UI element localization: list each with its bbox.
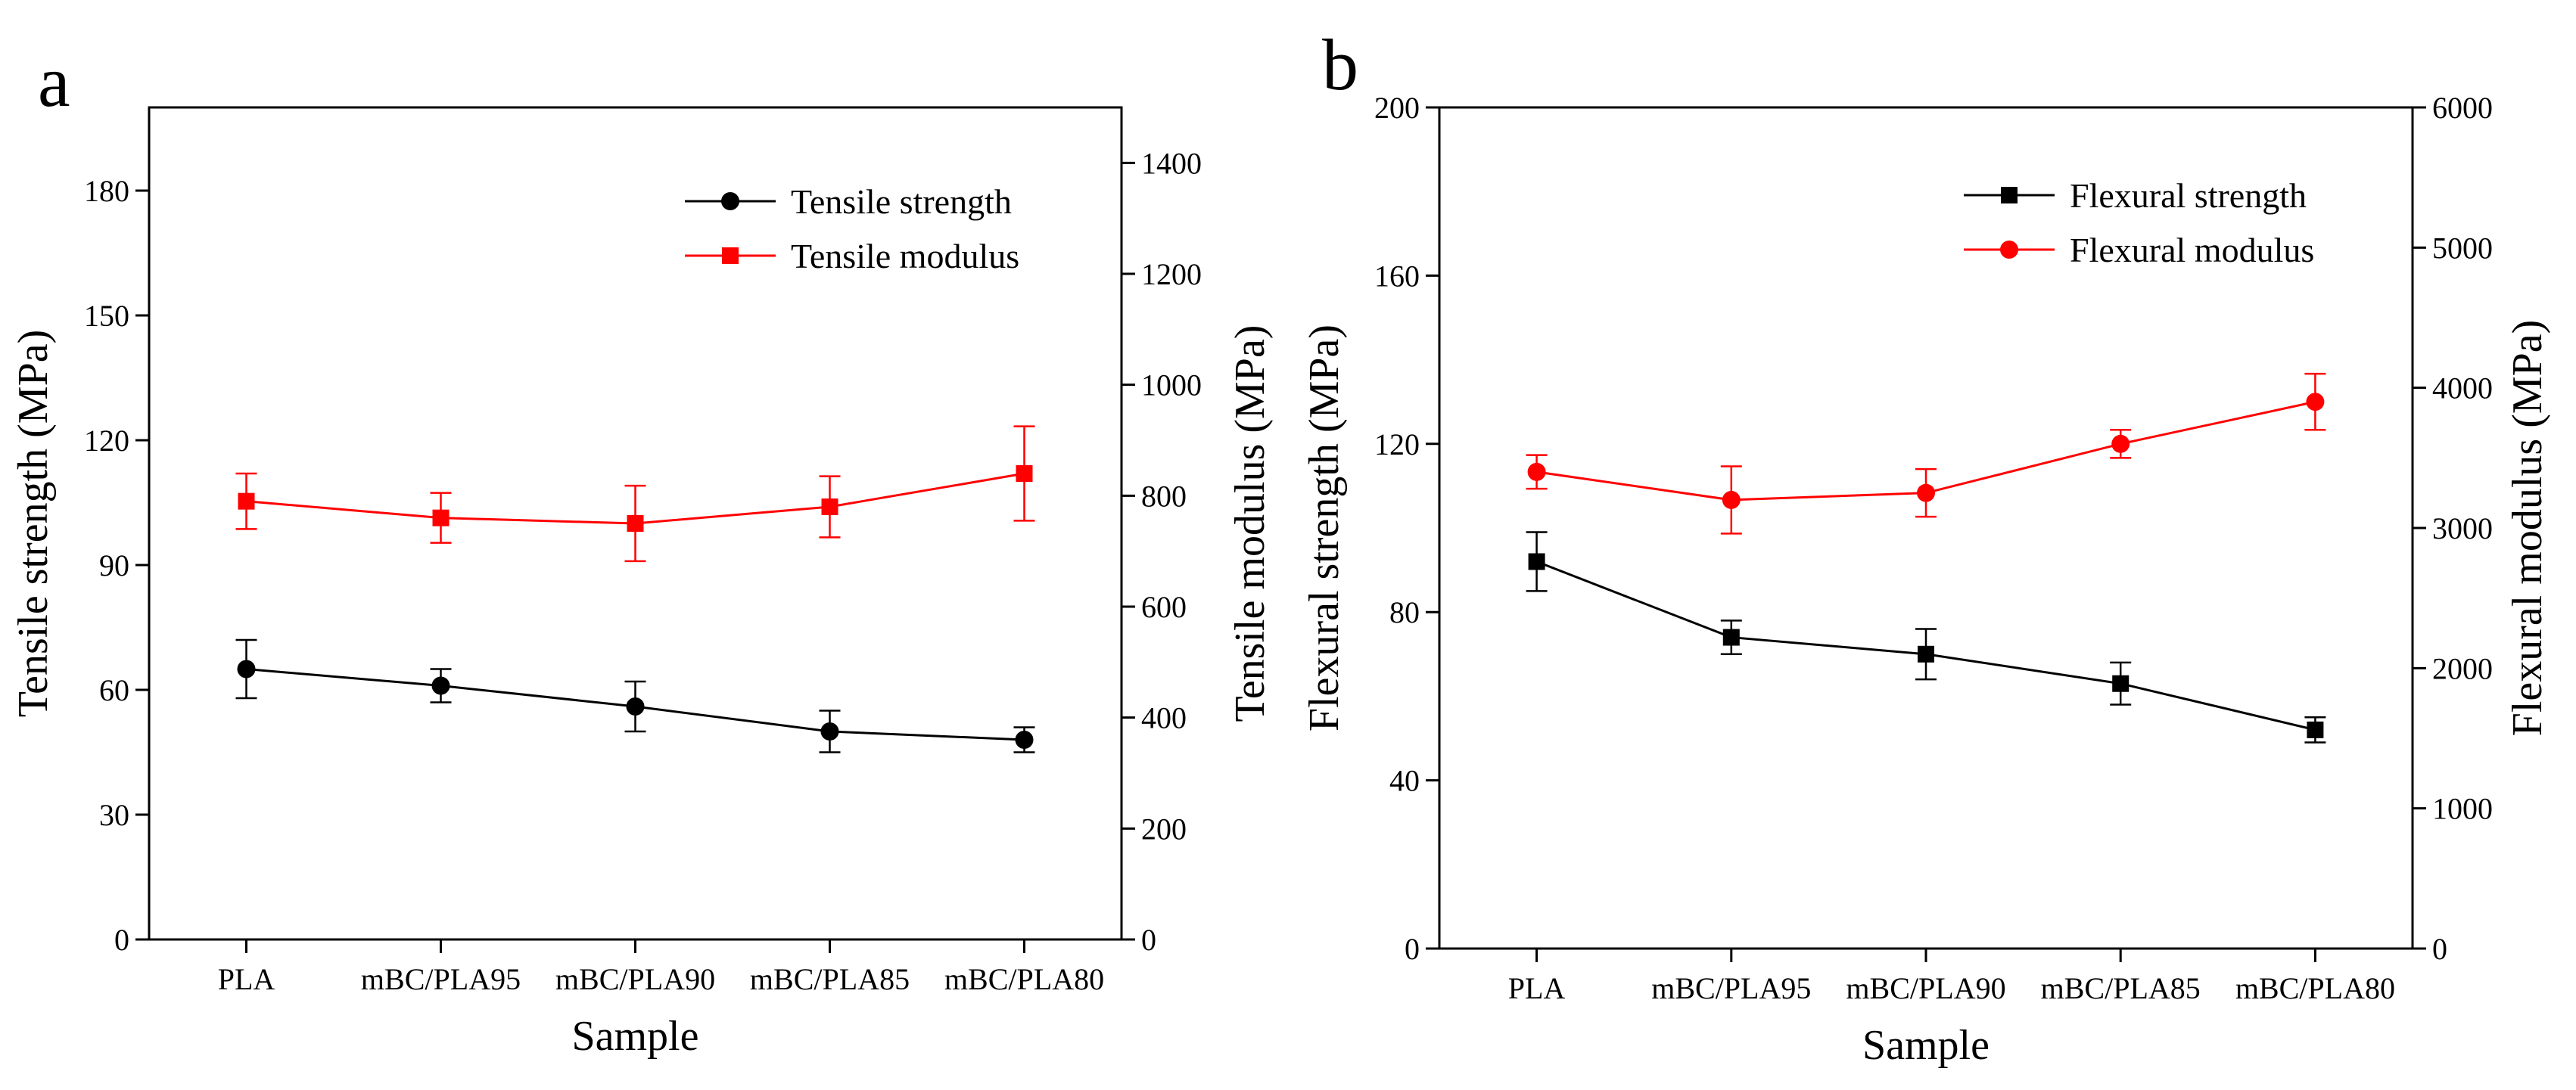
y-tick-label: 200 [1374, 91, 1420, 125]
data-point [2112, 675, 2130, 692]
x-tick-label: PLA [1508, 971, 1566, 1005]
y2-tick-label: 0 [1141, 923, 1156, 957]
panel-letter: a [38, 41, 70, 122]
y2-tick-label: 1000 [1141, 368, 1202, 402]
legend-marker [2001, 187, 2018, 203]
x-tick-label: mBC/PLA80 [2235, 971, 2395, 1005]
data-point [2306, 393, 2325, 411]
data-point [2307, 721, 2324, 738]
y2-tick-label: 4000 [2432, 371, 2493, 405]
y-axis-title: Tensile strength (MPa) [10, 330, 57, 717]
y2-axis-title: Tensile modulus (MPa) [1227, 325, 1274, 722]
y-tick-label: 160 [1374, 259, 1420, 293]
y-tick-label: 150 [84, 299, 129, 333]
x-tick-label: mBC/PLA80 [944, 962, 1104, 996]
panel-letter: b [1322, 24, 1358, 105]
series-tensile-modulus [235, 425, 1035, 563]
legend-entry: Tensile strength [685, 182, 1012, 221]
data-point [1917, 483, 1935, 502]
y-tick-label: 0 [114, 923, 129, 957]
data-point [1015, 731, 1034, 749]
data-point [432, 509, 450, 526]
y-tick-label: 0 [1405, 932, 1420, 966]
y2-tick-label: 200 [1141, 812, 1187, 846]
y2-tick-label: 1000 [2432, 792, 2493, 826]
series-flexural-strength [1526, 531, 2326, 744]
legend-entry: Tensile modulus [685, 237, 1019, 275]
x-axis-title: Sample [572, 1013, 699, 1060]
y2-tick-label: 400 [1141, 701, 1187, 735]
panel-b: b040801201602000100020003000400050006000… [1301, 24, 2551, 1069]
data-point [627, 515, 644, 532]
y2-tick-label: 5000 [2432, 231, 2493, 265]
x-tick-label: mBC/PLA85 [750, 962, 910, 996]
data-point [1918, 645, 1934, 663]
x-tick-label: PLA [218, 962, 275, 996]
legend-marker [721, 192, 739, 210]
legend-label: Tensile strength [791, 182, 1012, 221]
data-point [1527, 462, 1546, 481]
data-point [820, 722, 839, 741]
y2-tick-label: 600 [1141, 590, 1187, 624]
legend-label: Flexural modulus [2070, 231, 2314, 269]
legend-marker [2000, 241, 2018, 259]
series-tensile-strength [235, 638, 1035, 753]
data-point [431, 676, 450, 695]
y-tick-label: 60 [99, 673, 129, 707]
x-tick-label: mBC/PLA90 [1846, 971, 2005, 1005]
legend-entry: Flexural strength [1964, 176, 2307, 215]
y-tick-label: 30 [99, 798, 129, 832]
data-point [821, 498, 838, 515]
y2-tick-label: 2000 [2432, 651, 2493, 685]
y-axis-title: Flexural strength (MPa) [1301, 325, 1348, 731]
legend-label: Flexural strength [2070, 176, 2307, 215]
x-tick-label: mBC/PLA85 [2041, 971, 2201, 1005]
y2-tick-label: 6000 [2432, 91, 2493, 125]
y-tick-label: 120 [84, 424, 129, 458]
y2-tick-label: 1200 [1141, 257, 1202, 291]
x-tick-label: mBC/PLA95 [1651, 971, 1811, 1005]
data-point [1722, 629, 1740, 646]
data-point [237, 660, 256, 679]
y2-tick-label: 800 [1141, 479, 1187, 513]
y-tick-label: 180 [84, 174, 129, 208]
legend-label: Tensile modulus [791, 237, 1019, 275]
data-point [1528, 553, 1545, 570]
legend-entry: Flexural modulus [1964, 231, 2314, 269]
x-tick-label: mBC/PLA95 [361, 962, 521, 996]
x-tick-label: mBC/PLA90 [555, 962, 715, 996]
y-tick-label: 40 [1389, 764, 1420, 798]
y2-tick-label: 0 [2432, 932, 2447, 966]
y-tick-label: 80 [1389, 595, 1420, 629]
series-flexural-modulus [1526, 372, 2326, 535]
data-point [2111, 434, 2130, 453]
panel-a: a 0 30 60 90 120 150 180 0 200 400 600 800 1000 1200 14… [10, 41, 1274, 1060]
y2-tick-label: 3000 [2432, 511, 2493, 545]
data-point [626, 697, 645, 716]
legend-marker [722, 247, 739, 264]
y-tick-label: 120 [1374, 427, 1420, 461]
y2-axis-title: Flexural modulus (MPa) [2504, 320, 2551, 737]
data-point [238, 492, 255, 510]
data-point [1016, 465, 1033, 482]
data-point [1722, 490, 1741, 509]
x-axis-title: Sample [1862, 1022, 1990, 1069]
y-tick-label: 90 [99, 548, 129, 582]
y2-tick-label: 1400 [1141, 146, 1202, 180]
